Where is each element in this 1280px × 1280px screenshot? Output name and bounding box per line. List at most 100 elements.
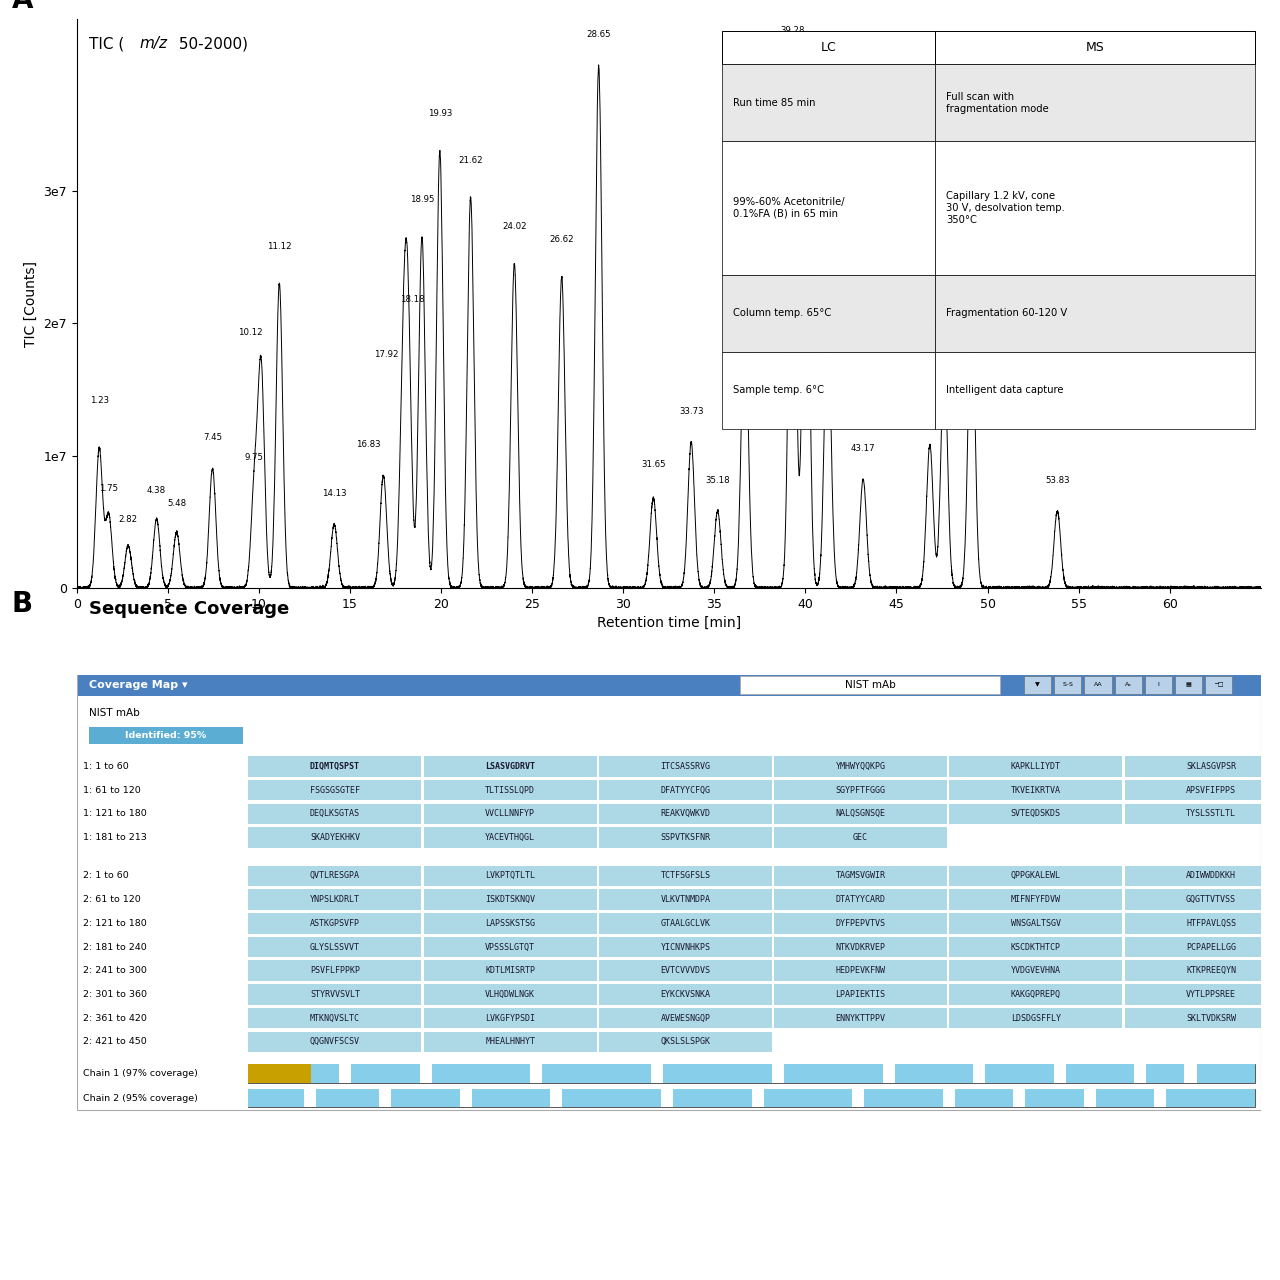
Text: 1: 181 to 213: 1: 181 to 213 <box>83 833 147 842</box>
Text: 1: 1 to 60: 1: 1 to 60 <box>83 762 128 771</box>
Text: Sequence Coverage: Sequence Coverage <box>88 599 289 617</box>
Bar <box>248 827 421 847</box>
Y-axis label: TIC [Counts]: TIC [Counts] <box>24 261 38 347</box>
Text: STYRVVSVLT: STYRVVSVLT <box>310 989 360 998</box>
Text: 26.62: 26.62 <box>549 236 573 244</box>
Bar <box>77 673 1261 1110</box>
Text: B: B <box>12 590 33 617</box>
Text: DEQLKSGTAS: DEQLKSGTAS <box>310 809 360 818</box>
Bar <box>774 804 947 824</box>
Bar <box>1014 1089 1025 1107</box>
Text: 11.12: 11.12 <box>268 242 292 251</box>
Bar <box>652 1064 663 1083</box>
Bar <box>774 937 947 957</box>
Text: NIST mAb: NIST mAb <box>845 680 896 690</box>
Bar <box>950 890 1123 910</box>
Text: Chain 2 (95% coverage): Chain 2 (95% coverage) <box>83 1093 197 1102</box>
Bar <box>1125 1007 1280 1028</box>
Text: AVEWESNGQP: AVEWESNGQP <box>660 1014 710 1023</box>
Bar <box>950 1007 1123 1028</box>
Bar <box>973 1064 986 1083</box>
Bar <box>599 756 772 777</box>
Text: SKADYEKHKV: SKADYEKHKV <box>310 833 360 842</box>
Bar <box>1084 676 1111 694</box>
Text: MIFNFYFDVW: MIFNFYFDVW <box>1011 895 1061 904</box>
Bar <box>1134 1064 1146 1083</box>
Bar <box>248 1089 1254 1107</box>
Text: 35.18: 35.18 <box>705 476 730 485</box>
Bar <box>424 890 596 910</box>
Bar <box>248 1032 421 1052</box>
Text: 53.83: 53.83 <box>1044 476 1070 485</box>
Text: SGYPFTFGGG: SGYPFTFGGG <box>836 786 886 795</box>
Text: m/z: m/z <box>140 36 168 51</box>
Text: TIC (: TIC ( <box>88 36 124 51</box>
Bar <box>599 960 772 980</box>
Text: 28.65: 28.65 <box>586 29 611 38</box>
Bar <box>424 756 596 777</box>
Text: ASTKGPSVFP: ASTKGPSVFP <box>310 919 360 928</box>
Text: 2: 421 to 450: 2: 421 to 450 <box>83 1037 146 1046</box>
Text: ITCSASSRVG: ITCSASSRVG <box>660 762 710 771</box>
Bar <box>88 727 243 744</box>
Text: 2: 121 to 180: 2: 121 to 180 <box>83 919 146 928</box>
Text: GTAALGCLVK: GTAALGCLVK <box>660 919 710 928</box>
Text: LDSDGSFFLY: LDSDGSFFLY <box>1011 1014 1061 1023</box>
Bar <box>1125 780 1280 800</box>
Text: 31.65: 31.65 <box>641 460 666 468</box>
Bar <box>599 804 772 824</box>
Bar <box>1115 676 1142 694</box>
Bar <box>424 960 596 980</box>
Text: MHEALHNHYT: MHEALHNHYT <box>485 1037 535 1046</box>
Bar <box>1125 984 1280 1005</box>
Bar <box>599 1007 772 1028</box>
Text: VVCLLNNFYP: VVCLLNNFYP <box>485 809 535 818</box>
Text: 41.22: 41.22 <box>820 268 845 276</box>
Bar <box>530 1064 543 1083</box>
Bar <box>950 913 1123 933</box>
Bar <box>751 1089 764 1107</box>
Text: QKSLSLSPGK: QKSLSLSPGK <box>660 1037 710 1046</box>
Bar <box>774 984 947 1005</box>
Bar <box>599 780 772 800</box>
Text: APSVFIFPPS: APSVFIFPPS <box>1187 786 1236 795</box>
Text: LPAPIEKTIS: LPAPIEKTIS <box>836 989 886 998</box>
Text: 5.48: 5.48 <box>168 499 186 508</box>
Bar <box>248 756 421 777</box>
Bar <box>424 827 596 847</box>
Text: 2: 301 to 360: 2: 301 to 360 <box>83 989 147 998</box>
Text: QPPGKALEWL: QPPGKALEWL <box>1011 872 1061 881</box>
Text: 24.02: 24.02 <box>502 221 526 230</box>
Text: ADIWWDDKKH: ADIWWDDKKH <box>1187 872 1236 881</box>
Text: PSVFLFPPKP: PSVFLFPPKP <box>310 966 360 975</box>
Bar <box>420 1064 431 1083</box>
Bar <box>550 1089 562 1107</box>
Text: 1.23: 1.23 <box>90 397 109 406</box>
Bar <box>248 913 421 933</box>
Bar <box>248 1064 1254 1083</box>
Text: KAKGQPREPQ: KAKGQPREPQ <box>1011 989 1061 998</box>
Bar <box>950 804 1123 824</box>
Bar <box>424 804 596 824</box>
Text: GQGTTVTVSS: GQGTTVTVSS <box>1187 895 1236 904</box>
Text: 1.75: 1.75 <box>99 484 118 493</box>
Text: TLTISSLQPD: TLTISSLQPD <box>485 786 535 795</box>
Text: REAKVQWKVD: REAKVQWKVD <box>660 809 710 818</box>
Text: ENNYKTTPPV: ENNYKTTPPV <box>836 1014 886 1023</box>
Bar <box>424 780 596 800</box>
Bar <box>599 984 772 1005</box>
Text: 18.18: 18.18 <box>399 294 424 303</box>
Bar <box>77 673 1261 696</box>
Text: KSCDKTHTCP: KSCDKTHTCP <box>1011 942 1061 951</box>
Bar <box>1144 676 1172 694</box>
Text: 2: 61 to 120: 2: 61 to 120 <box>83 895 141 904</box>
Text: NALQSGNSQE: NALQSGNSQE <box>836 809 886 818</box>
Text: KTKPREEQYN: KTKPREEQYN <box>1187 966 1236 975</box>
Bar <box>1184 1064 1197 1083</box>
Bar <box>1024 676 1051 694</box>
Bar <box>248 1064 311 1083</box>
Text: S–S: S–S <box>1062 682 1073 687</box>
Bar <box>660 1089 673 1107</box>
X-axis label: Retention time [min]: Retention time [min] <box>596 616 741 630</box>
Bar <box>1125 865 1280 886</box>
